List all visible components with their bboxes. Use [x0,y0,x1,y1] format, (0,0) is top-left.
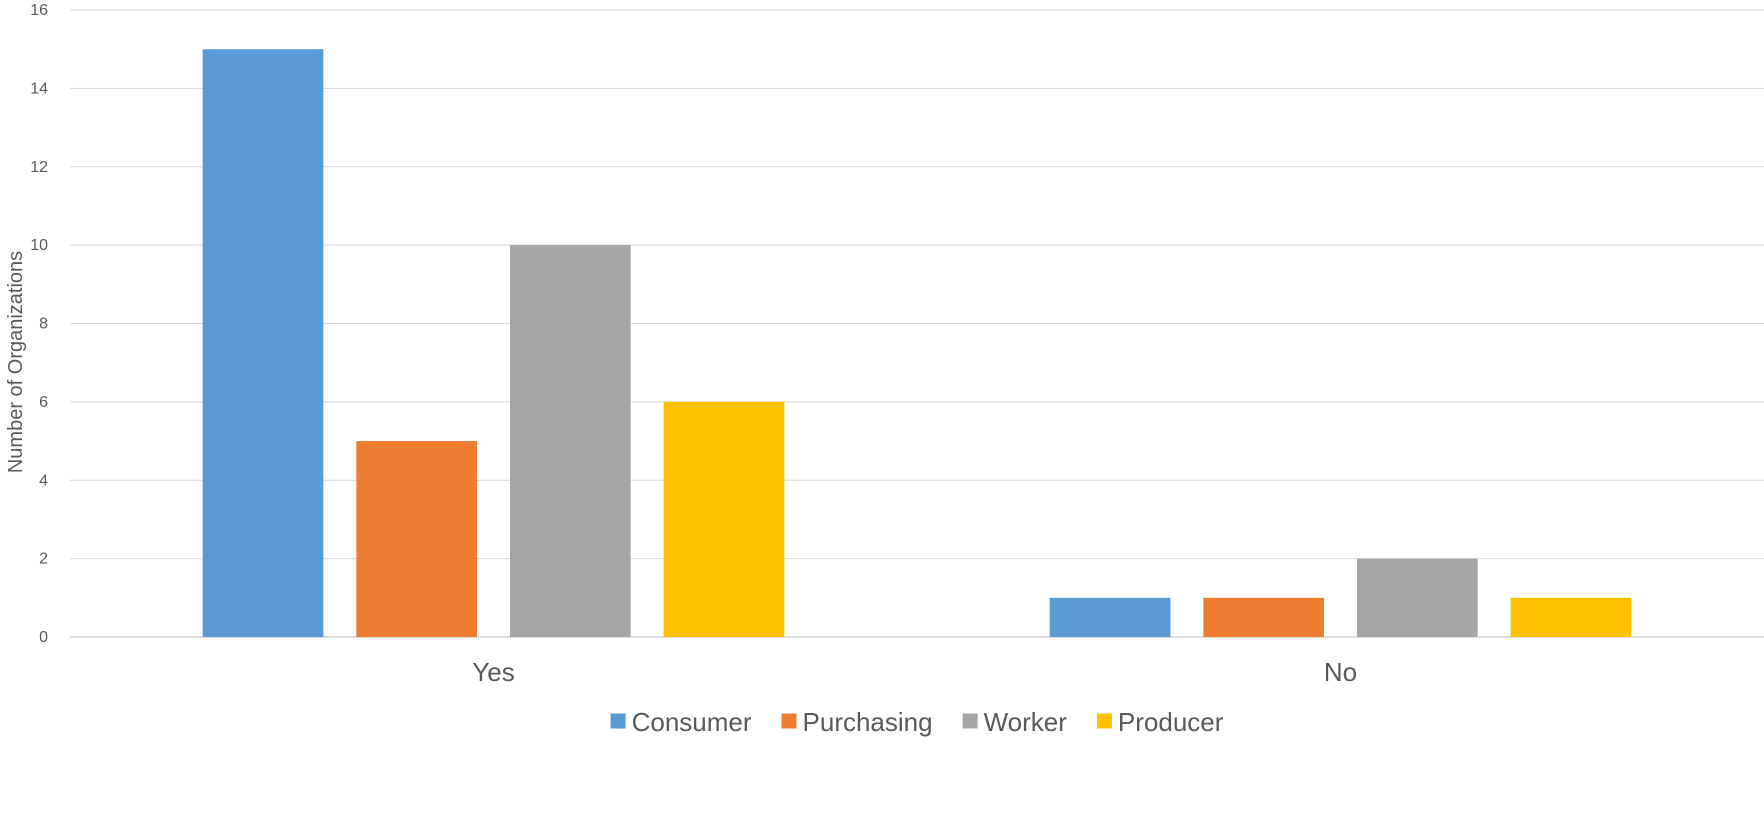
bar-worker-yes [509,245,631,637]
y-tick-label: 8 [39,316,48,333]
bar-purchasing-yes [356,441,478,637]
x-category-label: Yes [472,657,514,687]
legend-swatch-purchasing [781,713,797,729]
legend: Consumer Purchasing Worker Producer [610,707,1224,737]
y-tick-label: 2 [39,551,48,568]
bars [202,49,1632,637]
y-tick-label: 6 [39,394,48,411]
legend-swatch-consumer [610,713,626,729]
legend-swatch-worker [962,713,978,729]
x-axis-categories: Yes No [472,657,1357,687]
y-tick-label: 4 [39,472,48,489]
bar-purchasing-no [1203,597,1325,637]
y-axis-title: Number of Organizations [5,251,27,473]
y-tick-label: 12 [30,159,48,176]
y-tick-label: 10 [30,237,48,254]
bar-producer-no [1510,597,1632,637]
y-tick-label: 16 [30,2,48,19]
bar-consumer-yes [202,49,324,637]
legend-label-purchasing: Purchasing [803,707,933,737]
x-category-label: No [1324,657,1357,687]
legend-label-producer: Producer [1118,707,1224,737]
legend-label-consumer: Consumer [632,707,752,737]
legend-swatch-producer [1096,713,1112,729]
bar-producer-yes [663,401,785,637]
y-tick-label: 0 [39,629,48,646]
y-axis-ticks: 0 2 4 6 8 10 12 14 16 [30,2,48,646]
y-tick-label: 14 [30,80,48,97]
gridlines [70,9,1764,638]
legend-label-worker: Worker [984,707,1068,737]
bar-worker-no [1356,558,1478,637]
bar-consumer-no [1049,597,1171,637]
